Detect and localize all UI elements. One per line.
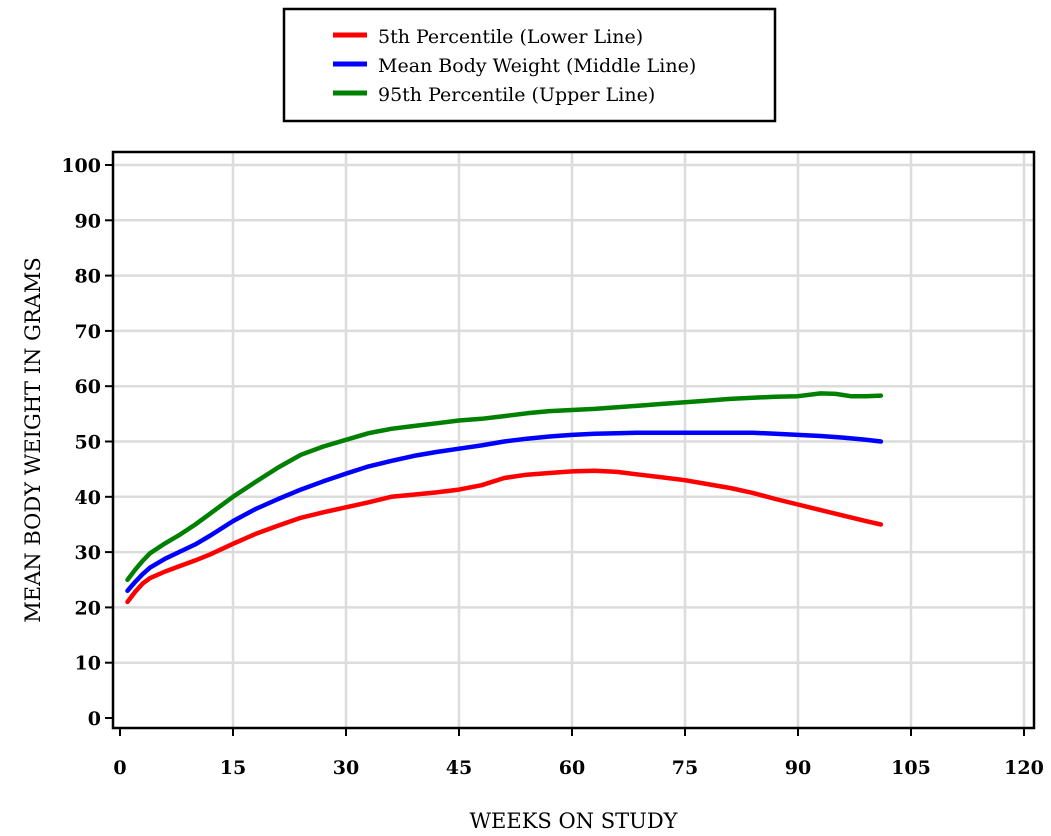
- y-tick-label-20: 20: [75, 597, 101, 619]
- grid: [113, 152, 1034, 728]
- y-tick-label-10: 10: [75, 653, 101, 675]
- y-tick-label-80: 80: [75, 266, 101, 288]
- x-tick-label-75: 75: [672, 757, 698, 779]
- x-tick-label-90: 90: [785, 757, 811, 779]
- plot-frame: [111, 150, 1036, 730]
- x-tick-label-30: 30: [333, 757, 359, 779]
- y-tick-label-90: 90: [75, 210, 101, 232]
- x-axis-title: WEEKS ON STUDY: [469, 809, 678, 833]
- y-axis-title: MEAN BODY WEIGHT IN GRAMS: [21, 257, 45, 622]
- y-tick-label-60: 60: [75, 376, 101, 398]
- x-tick-label-105: 105: [891, 757, 931, 779]
- legend-label-3: 95th Percentile (Upper Line): [378, 84, 655, 106]
- legend-label-1: 5th Percentile (Lower Line): [378, 26, 643, 48]
- legend: 5th Percentile (Lower Line) Mean Body Wei…: [282, 7, 777, 123]
- y-tick-label-100: 100: [61, 155, 101, 177]
- series-layer: [125, 391, 884, 605]
- y-axis: 0 10 20 30 40 50 60 70 80 90 100: [61, 155, 113, 730]
- x-tick-label-60: 60: [559, 757, 585, 779]
- x-tick-label-120: 120: [1004, 757, 1044, 779]
- y-tick-label-40: 40: [75, 487, 101, 509]
- series-line-1: [125, 468, 884, 605]
- x-tick-label-0: 0: [113, 757, 126, 779]
- series-line-2: [125, 430, 884, 594]
- x-tick-label-15: 15: [220, 757, 246, 779]
- x-tick-label-45: 45: [446, 757, 472, 779]
- series-line-3: [125, 391, 884, 583]
- y-tick-label-50: 50: [75, 432, 101, 454]
- y-tick-label-30: 30: [75, 542, 101, 564]
- y-tick-label-70: 70: [75, 321, 101, 343]
- legend-label-2: Mean Body Weight (Middle Line): [378, 55, 696, 77]
- x-axis: 0 15 30 45 60 75 90 105 120: [113, 728, 1044, 779]
- y-tick-label-0: 0: [88, 708, 101, 730]
